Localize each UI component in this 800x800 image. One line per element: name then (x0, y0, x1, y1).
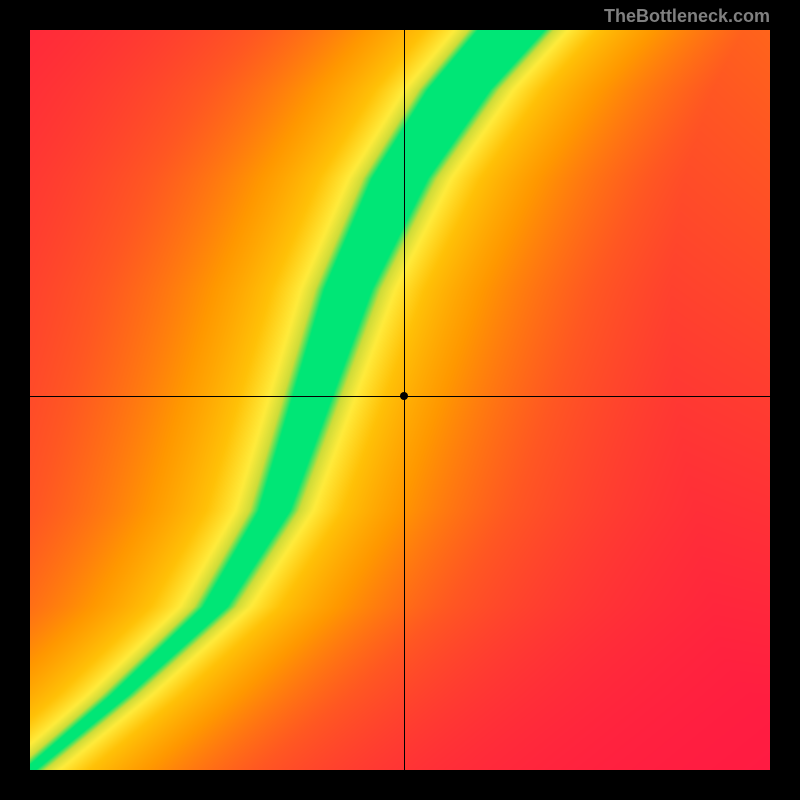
watermark-text: TheBottleneck.com (604, 6, 770, 27)
plot-area (30, 30, 770, 770)
marker-dot (400, 392, 408, 400)
heatmap-canvas (30, 30, 770, 770)
